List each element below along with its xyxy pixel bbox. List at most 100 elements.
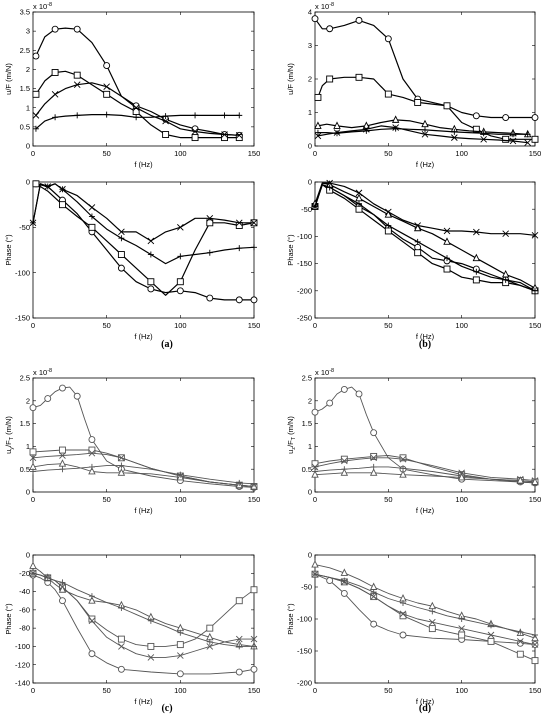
- data-point-x: [88, 204, 96, 211]
- data-point-x: [370, 593, 377, 600]
- series-triangle: [311, 180, 539, 292]
- data-point-x: [132, 104, 140, 112]
- data-point-circle: [370, 429, 378, 437]
- data-point-circle: [235, 668, 243, 676]
- data-point-triangle: [340, 568, 349, 576]
- data-point-circle: [29, 404, 37, 412]
- x-tick-label: 150: [529, 321, 542, 330]
- panel-label-d: (d): [419, 703, 431, 714]
- y-tick-label: 2: [26, 65, 30, 74]
- data-point-x: [51, 90, 59, 98]
- y-tick-label: -80: [19, 624, 30, 633]
- y-tick-label: 1: [26, 103, 30, 112]
- data-point-plus: [206, 638, 213, 645]
- data-point-plus: [312, 571, 318, 578]
- data-point-x: [421, 130, 429, 138]
- series-line: [314, 472, 536, 483]
- data-point-square: [191, 134, 199, 142]
- data-point-circle: [176, 670, 184, 678]
- data-point-x: [59, 452, 66, 459]
- data-point-x: [473, 228, 480, 236]
- data-point-x: [458, 469, 465, 477]
- data-point-circle: [235, 296, 243, 304]
- series-line: [32, 572, 254, 647]
- series-triangle: [311, 560, 539, 642]
- data-point-square: [206, 219, 214, 227]
- series-triangle: [29, 459, 258, 490]
- chart-6: 0 50 100 150 0 0.5 1 1.5 2 2.5 f (Hz) uz/FT (m/N) x …: [286, 368, 541, 515]
- data-point-plus: [44, 183, 51, 190]
- data-point-square: [59, 201, 66, 209]
- x-tick-label: 50: [102, 321, 110, 330]
- series-line: [35, 113, 240, 130]
- data-point-plus: [177, 471, 184, 478]
- data-point-x: [221, 131, 228, 138]
- data-point-triangle: [88, 466, 96, 475]
- x-tick-label: 50: [102, 686, 110, 695]
- data-point-plus: [370, 589, 377, 596]
- data-point-circle: [44, 395, 52, 402]
- data-point-plus: [30, 468, 36, 475]
- data-point-circle: [73, 392, 81, 400]
- series-line: [35, 70, 240, 139]
- x-axis-label: f (Hz): [416, 697, 435, 706]
- data-point-plus: [236, 245, 243, 252]
- data-point-square: [103, 90, 111, 98]
- data-point-triangle: [58, 459, 67, 467]
- data-point-plus: [30, 219, 36, 226]
- data-point-plus: [177, 253, 184, 260]
- series-line: [32, 572, 254, 658]
- data-point-triangle: [531, 477, 539, 485]
- data-point-plus: [59, 579, 66, 586]
- data-point-circle: [355, 390, 363, 398]
- data-point-x: [118, 643, 125, 650]
- chart-3: 0 50 100 150 -150 -100 -50 0 f (Hz) Phase (°): [4, 178, 260, 341]
- data-point-triangle: [443, 237, 451, 245]
- x-tick-label: 150: [529, 495, 542, 504]
- y-tick-label: 0: [308, 178, 312, 187]
- x-tick-label: 50: [384, 686, 392, 695]
- plot-frame: [32, 377, 255, 493]
- data-point-x: [451, 134, 458, 141]
- data-point-plus: [334, 130, 340, 137]
- series-triangle: [311, 468, 539, 485]
- series-line: [32, 463, 255, 487]
- data-point-x: [250, 635, 258, 643]
- data-point-circle: [311, 15, 319, 23]
- data-point-plus: [59, 466, 66, 473]
- data-point-x: [311, 463, 319, 471]
- axis-exponent: x 10-8: [33, 2, 52, 11]
- data-point-plus: [414, 238, 421, 245]
- data-point-plus: [473, 268, 480, 275]
- y-axis-label: Phase (°): [4, 603, 13, 635]
- data-point-circle: [384, 35, 392, 43]
- x-axis-label: f (Hz): [416, 160, 435, 169]
- series-line: [314, 564, 536, 639]
- data-point-x: [414, 222, 421, 229]
- series-circle: [29, 571, 258, 678]
- data-point-plus: [488, 622, 494, 629]
- data-point-square: [29, 448, 37, 456]
- data-point-x: [235, 131, 243, 139]
- data-point-plus: [59, 186, 66, 193]
- data-point-plus: [88, 463, 95, 470]
- data-point-circle: [51, 25, 59, 33]
- y-axis-label: uz/FT (m/N): [286, 416, 297, 454]
- data-point-circle: [32, 52, 40, 60]
- data-point-circle: [176, 287, 184, 295]
- data-point-x: [206, 214, 214, 222]
- axis-exponent: x 10-8: [315, 368, 334, 377]
- x-tick-label: 0: [313, 686, 317, 695]
- data-point-square: [117, 635, 125, 643]
- series-line: [35, 27, 240, 136]
- y-tick-label: -140: [15, 679, 30, 688]
- series-square: [32, 180, 258, 296]
- series-line: [35, 183, 255, 296]
- x-tick-label: 0: [31, 321, 35, 330]
- x-tick-label: 150: [248, 686, 261, 695]
- data-point-plus: [74, 112, 81, 119]
- data-point-plus: [221, 112, 228, 119]
- data-point-circle: [103, 62, 111, 70]
- data-point-square: [314, 93, 322, 101]
- data-point-plus: [392, 125, 399, 132]
